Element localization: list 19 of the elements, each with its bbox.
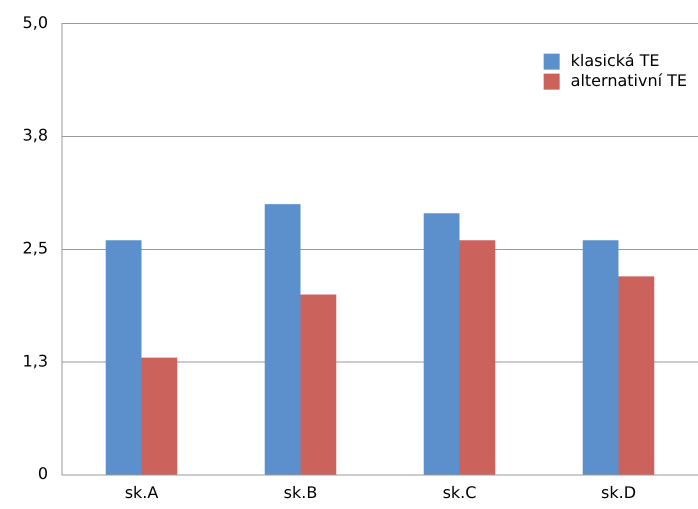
y-tick-label: 2,5 xyxy=(22,238,48,258)
bar xyxy=(424,213,460,474)
x-tick-label: sk.C xyxy=(442,482,476,502)
bar xyxy=(460,240,496,474)
x-tick-label: sk.B xyxy=(284,482,318,502)
bar xyxy=(300,294,336,474)
bar xyxy=(264,204,300,474)
bar xyxy=(582,240,618,474)
y-tick-label: 1,3 xyxy=(22,351,48,370)
bar xyxy=(142,358,178,474)
legend-label: alternativní TE xyxy=(570,70,688,90)
x-tick-label: sk.D xyxy=(600,482,636,502)
legend-label: klasická TE xyxy=(570,50,660,70)
bar xyxy=(106,240,142,474)
y-tick-label: 0 xyxy=(38,464,48,484)
y-tick-label: 5,0 xyxy=(22,12,48,32)
x-tick-label: sk.A xyxy=(124,482,158,502)
bar xyxy=(618,276,654,474)
y-tick-label: 3,8 xyxy=(22,126,48,145)
